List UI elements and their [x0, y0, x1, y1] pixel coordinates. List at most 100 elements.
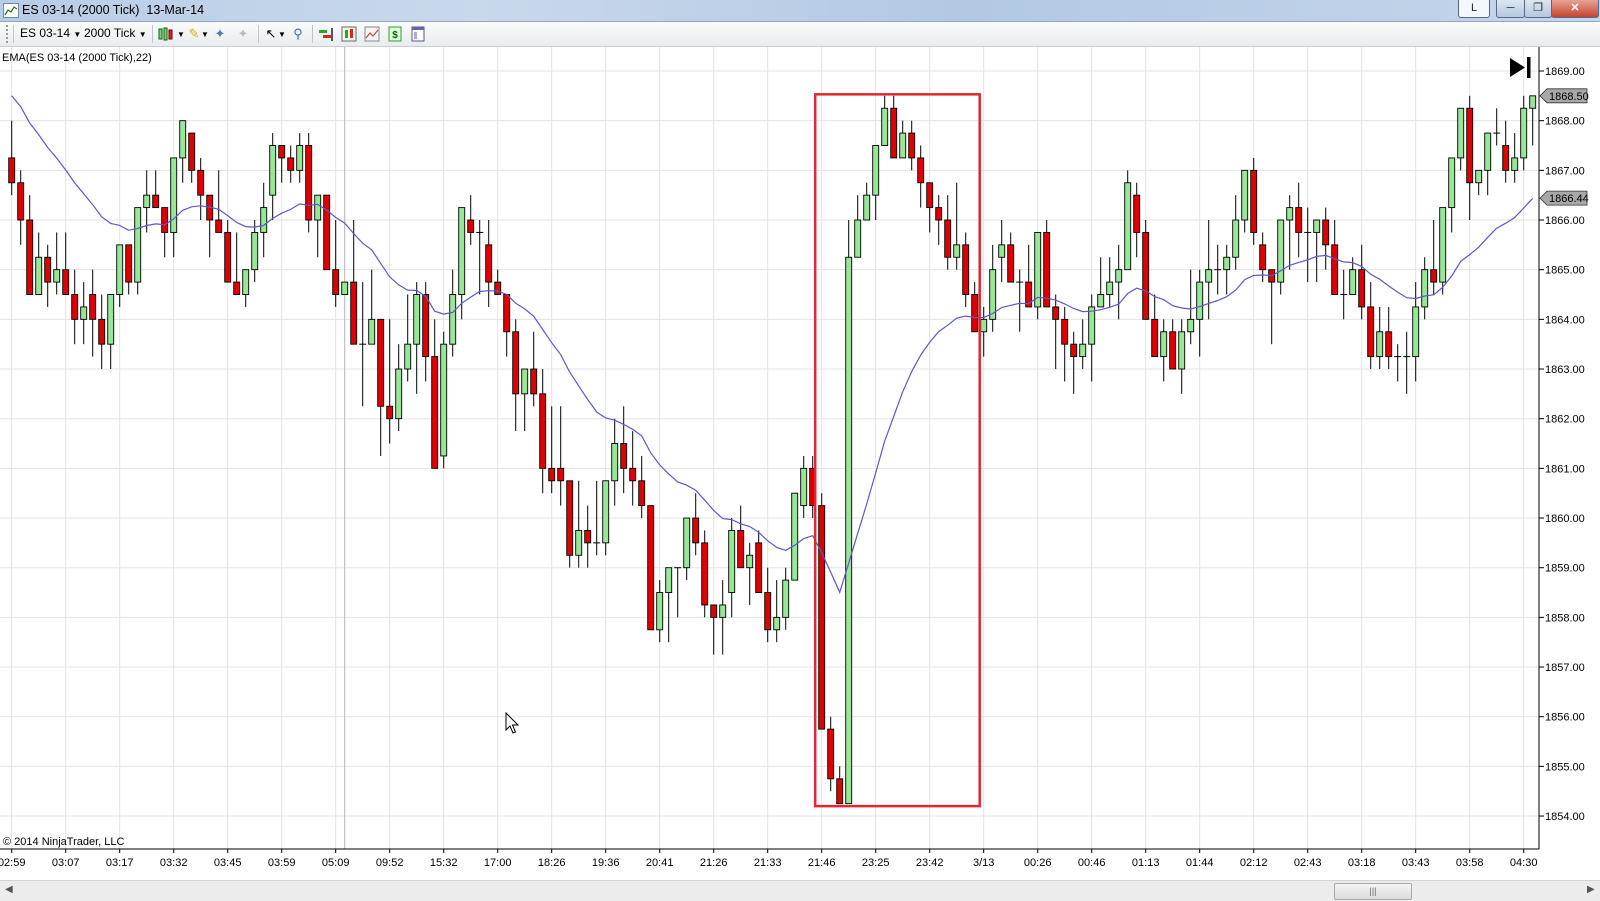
candle	[260, 182, 268, 258]
candle	[206, 194, 214, 258]
remove-indicator-icon[interactable]: ✦	[237, 26, 249, 41]
candle-body-up	[1448, 157, 1456, 209]
minimize-button[interactable]: ─	[1496, 0, 1525, 18]
candle	[1313, 219, 1321, 283]
divider	[258, 25, 259, 43]
candle-body-down	[224, 231, 232, 283]
time-label: 03:43	[1402, 857, 1430, 869]
candle	[701, 530, 709, 618]
candle	[908, 120, 916, 171]
candle	[1493, 108, 1501, 146]
time-label: 02:43	[1294, 857, 1322, 869]
indicator-label: EMA(ES 03-14 (2000 Tick),22)	[2, 52, 152, 64]
candle-body-up	[1115, 269, 1123, 283]
chart-style-icon[interactable]	[157, 26, 177, 42]
dollar-icon[interactable]: $	[387, 26, 403, 42]
candle-body-down	[1133, 194, 1141, 233]
price-chart[interactable]: 1854.00 1855.00 1856.00 1857.00 1858.00 1859.…	[0, 0, 1600, 880]
instrument-selector[interactable]: ES 03-14 ▼	[20, 26, 82, 40]
scroll-left-icon[interactable]: ◀	[5, 884, 13, 895]
candle	[1169, 319, 1177, 370]
candle-body-up	[854, 219, 862, 258]
candle	[1250, 157, 1258, 245]
candle-body-down	[152, 194, 160, 209]
candle-body-down	[278, 145, 286, 159]
candle-body-up	[863, 194, 871, 221]
candle-body-down	[233, 281, 241, 295]
candle-body-up	[1079, 343, 1087, 358]
title-bar: ES 03-14 (2000 Tick) 13-Mar-14 L ─ ❐ ✕	[0, 0, 1600, 22]
time-axis[interactable]: 02:59 03:07 03:17 03:32 03:45 03:59 05:09 09:52…	[0, 848, 1539, 869]
time-label: 02:59	[0, 857, 25, 869]
add-indicator-icon[interactable]: ✦	[214, 26, 226, 41]
candle	[287, 145, 295, 183]
time-label: 03:59	[268, 857, 296, 869]
candle-body-up	[728, 529, 736, 593]
candle	[629, 431, 637, 506]
candle	[1484, 132, 1492, 196]
candle	[440, 331, 448, 469]
candle	[404, 294, 412, 382]
candle-body-down	[1331, 244, 1339, 295]
candle	[1043, 220, 1051, 308]
candle-body-down	[566, 480, 574, 556]
candle-body-up	[80, 306, 88, 320]
strategy-icon[interactable]	[341, 26, 357, 42]
candle-body-up	[665, 567, 673, 593]
candle	[458, 207, 466, 320]
l-button[interactable]: L	[1458, 0, 1490, 18]
chevron-down-icon[interactable]: ▼	[278, 30, 286, 39]
price-label: 1868.00	[1545, 116, 1585, 128]
candle-body-down	[71, 294, 79, 320]
candle-body-up	[1124, 182, 1132, 271]
drawing-pencil-icon[interactable]: ✎	[188, 26, 200, 41]
zoom-icon[interactable]: ⚲	[293, 26, 303, 41]
candle	[179, 120, 187, 183]
close-button[interactable]: ✕	[1551, 0, 1599, 18]
candle-body-up	[989, 269, 997, 320]
chart-trader-icon[interactable]	[364, 26, 380, 42]
candle-body-up	[899, 132, 907, 159]
candle	[953, 182, 961, 270]
candle	[818, 493, 826, 730]
candle-body-up	[800, 467, 808, 507]
scrollbar-thumb[interactable]: |||	[1334, 883, 1412, 900]
candle-body-down	[332, 269, 340, 295]
candle	[278, 145, 286, 183]
highlight-box	[813, 93, 981, 808]
restore-button[interactable]: ❐	[1524, 0, 1552, 18]
candle-body-down	[638, 480, 646, 507]
horizontal-scrollbar[interactable]: ◀ ||| ▶	[0, 880, 1600, 901]
candle	[1340, 269, 1348, 320]
candle	[1151, 294, 1159, 358]
price-label: 1856.00	[1545, 712, 1585, 724]
candle	[224, 220, 232, 283]
orders-icon[interactable]	[318, 26, 334, 42]
candle-body-down	[287, 157, 295, 171]
candle	[98, 294, 106, 370]
chevron-down-icon[interactable]: ▼	[177, 30, 185, 39]
toolbar-grip[interactable]	[6, 25, 8, 43]
chevron-down-icon[interactable]: ▼	[201, 30, 209, 39]
candle-body-up	[404, 343, 412, 370]
candle-body-up	[341, 281, 349, 295]
price-axis[interactable]: 1854.00 1855.00 1856.00 1857.00 1858.00 1859.…	[1538, 47, 1589, 849]
divider	[13, 25, 14, 43]
candle	[341, 281, 349, 295]
candle-body-down	[1052, 306, 1060, 320]
candle	[647, 505, 655, 631]
time-label: 04:30	[1510, 857, 1538, 869]
candle-body-up	[1286, 207, 1294, 221]
candle	[53, 232, 61, 295]
candle-body-down	[1502, 145, 1510, 171]
jump-to-end-icon[interactable]	[1510, 57, 1531, 78]
scroll-right-icon[interactable]: ▶	[1587, 884, 1595, 895]
candle	[152, 170, 160, 209]
candle	[710, 604, 718, 655]
candle-body-up	[170, 157, 178, 233]
candle-body-down	[944, 219, 952, 258]
properties-icon[interactable]	[410, 26, 426, 42]
interval-selector[interactable]: 2000 Tick ▼	[84, 26, 147, 40]
pointer-icon[interactable]: ↖	[265, 26, 277, 41]
candle-body-up	[998, 244, 1006, 258]
